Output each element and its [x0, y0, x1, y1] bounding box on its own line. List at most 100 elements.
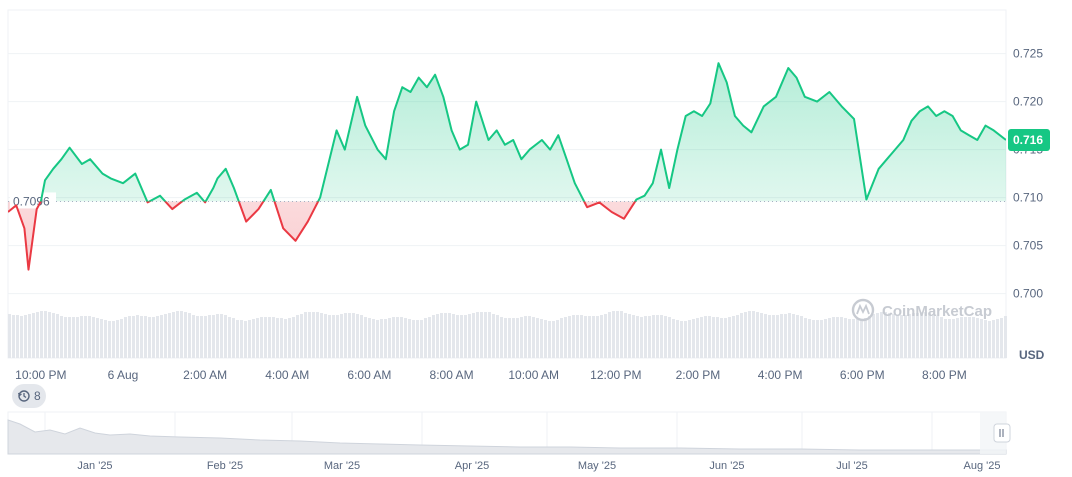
x-tick-label: 4:00 PM	[758, 368, 803, 382]
volume-bar	[240, 320, 243, 358]
volume-bar	[324, 314, 327, 358]
svg-text:CoinMarketCap: CoinMarketCap	[882, 303, 992, 320]
volume-bar	[212, 315, 215, 358]
volume-bar	[436, 314, 439, 358]
volume-bar	[964, 317, 967, 358]
volume-bar	[28, 314, 31, 358]
volume-bar	[792, 314, 795, 358]
volume-bar	[208, 315, 211, 358]
volume-bar	[760, 313, 763, 358]
coinmarketcap-logo-icon	[851, 298, 875, 322]
volume-bar	[616, 311, 619, 358]
volume-bar	[132, 316, 135, 358]
volume-bar	[184, 312, 187, 358]
volume-bar	[808, 319, 811, 358]
volume-bar	[696, 318, 699, 358]
volume-bar	[508, 318, 511, 358]
volume-bar	[692, 319, 695, 358]
area-fill-above-baseline	[8, 63, 1006, 202]
volume-bar	[164, 314, 167, 358]
volume-bar	[400, 317, 403, 358]
volume-bar	[44, 311, 47, 358]
volume-bar	[228, 317, 231, 358]
volume-bar	[852, 319, 855, 358]
volume-bar	[460, 315, 463, 358]
volume-bar	[672, 319, 675, 358]
x-tick-label: 8:00 PM	[922, 368, 967, 382]
y-tick-label: 0.705	[1013, 239, 1043, 253]
volume-bar	[728, 317, 731, 358]
volume-bar	[296, 315, 299, 358]
volume-bar	[24, 315, 27, 358]
volume-bar	[392, 317, 395, 358]
volume-bar	[900, 315, 903, 358]
volume-bar	[136, 315, 139, 358]
volume-bar	[688, 320, 691, 358]
volume-bar	[112, 321, 115, 358]
volume-bar	[636, 316, 639, 358]
volume-bar	[620, 311, 623, 358]
volume-bar	[800, 316, 803, 358]
x-tick-label: 2:00 AM	[183, 368, 227, 382]
x-tick-label: 6 Aug	[108, 368, 139, 382]
volume-bar	[908, 314, 911, 358]
volume-bar	[428, 317, 431, 358]
volume-bar	[516, 318, 519, 358]
volume-bar	[220, 314, 223, 358]
volume-bar	[432, 315, 435, 358]
volume-bar	[576, 315, 579, 358]
volume-bar	[84, 316, 87, 358]
x-tick-label: 10:00 PM	[15, 368, 66, 382]
volume-bar	[860, 319, 863, 358]
volume-bar	[756, 312, 759, 358]
volume-bar	[988, 321, 991, 358]
history-chip[interactable]: 8	[12, 384, 46, 408]
volume-bar	[384, 319, 387, 358]
volume-bar	[820, 320, 823, 358]
volume-bar	[488, 312, 491, 358]
volume-bar	[172, 312, 175, 358]
volume-bar	[840, 317, 843, 358]
volume-bar	[408, 319, 411, 358]
volume-bar	[920, 312, 923, 358]
volume-bar	[88, 316, 91, 358]
volume-bar	[732, 316, 735, 358]
volume-bar	[932, 314, 935, 358]
price-line-down	[8, 201, 637, 271]
volume-bar	[20, 316, 23, 358]
volume-bar	[252, 319, 255, 358]
volume-bar	[940, 317, 943, 358]
volume-bar	[796, 315, 799, 358]
volume-bar	[532, 317, 535, 358]
volume-bar	[312, 312, 315, 358]
volume-bar	[512, 318, 515, 358]
volume-bar	[504, 318, 507, 358]
x-tick-label: 6:00 AM	[347, 368, 391, 382]
volume-bar	[544, 320, 547, 358]
volume-bar	[380, 319, 383, 358]
volume-bar	[76, 317, 79, 358]
volume-bar	[884, 312, 887, 358]
volume-bar	[360, 315, 363, 358]
volume-bar	[476, 312, 479, 358]
volume-bar	[32, 313, 35, 358]
volume-bar	[612, 311, 615, 358]
volume-bar	[40, 311, 43, 358]
volume-bar	[596, 316, 599, 358]
range-navigator[interactable]: Jan '25 Feb '25 Mar '25 Apr '25 May '25 Jun '…	[7, 411, 1011, 472]
volume-bar	[484, 312, 487, 358]
volume-bar	[196, 316, 199, 358]
volume-bar	[56, 314, 59, 358]
volume-bar	[556, 320, 559, 358]
volume-bar	[980, 319, 983, 358]
volume-bar	[652, 315, 655, 358]
volume-bar	[904, 315, 907, 358]
navigator-handle[interactable]	[993, 423, 1011, 443]
volume-bar	[564, 317, 567, 358]
volume-bar	[496, 315, 499, 358]
volume-bar	[864, 318, 867, 358]
volume-bar	[480, 312, 483, 358]
volume-bar	[472, 313, 475, 358]
volume-bar	[92, 317, 95, 358]
